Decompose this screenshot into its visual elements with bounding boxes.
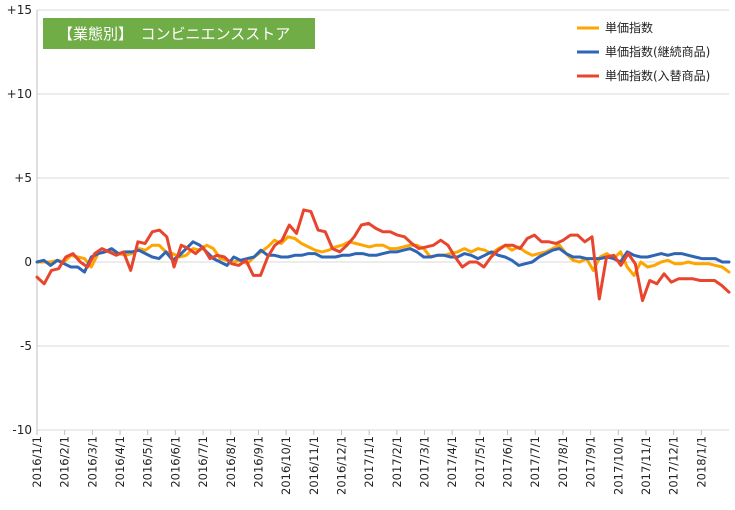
x-tick-label: 2017/2/1 (390, 436, 404, 488)
y-tick-label: +5 (14, 171, 32, 185)
series-line-2 (35, 240, 731, 274)
x-tick-label: 2016/3/1 (85, 436, 99, 488)
x-axis-ticks: 2016/1/1 2016/2/1 2016/3/1 2016/4/1 2016/5/1… (30, 430, 708, 495)
y-tick-label: +10 (7, 87, 32, 101)
chart-title: 【業態別】 コンビニエンスストア (58, 25, 290, 43)
y-axis-ticks: -10 -5 0 +5 +10 +15 (7, 3, 32, 437)
x-tick-label: 2016/1/1 (30, 436, 44, 488)
series-lines (35, 208, 731, 303)
x-tick-label: 2017/11/1 (639, 436, 653, 495)
x-tick-label: 2017/4/1 (445, 436, 459, 488)
x-tick-label: 2016/9/1 (251, 436, 265, 488)
x-tick-label: 2017/9/1 (584, 436, 598, 488)
legend-label: 単価指数(入替商品) (605, 68, 710, 83)
y-tick-label: +15 (7, 3, 32, 17)
x-tick-label: 2016/5/1 (141, 436, 155, 488)
chart-title-box: 【業態別】 コンビニエンスストア (43, 18, 315, 49)
x-tick-label: 2016/12/1 (334, 436, 348, 495)
x-tick-label: 2017/8/1 (556, 436, 570, 488)
x-tick-label: 2016/11/1 (307, 436, 321, 495)
y-tick-label: 0 (24, 255, 32, 269)
x-tick-label: 2017/7/1 (528, 436, 542, 488)
legend-label: 単価指数 (605, 20, 653, 35)
gridlines (36, 9, 729, 431)
x-tick-label: 2016/7/1 (196, 436, 210, 488)
x-tick-label: 2016/10/1 (279, 436, 293, 495)
x-tick-label: 2017/5/1 (473, 436, 487, 488)
y-tick-label: -5 (20, 339, 32, 353)
x-tick-label: 2016/8/1 (224, 436, 238, 488)
chart-title-background (43, 18, 315, 49)
series-line-3 (35, 208, 731, 303)
x-tick-label: 2016/4/1 (113, 436, 127, 488)
x-tick-label: 2017/3/1 (418, 436, 432, 488)
x-tick-label: 2017/12/1 (667, 436, 681, 495)
x-tick-label: 2016/6/1 (168, 436, 182, 488)
x-tick-label: 2018/1/1 (694, 436, 708, 488)
x-tick-label: 2016/2/1 (58, 436, 72, 488)
x-tick-label: 2017/1/1 (362, 436, 376, 488)
x-tick-label: 2017/6/1 (501, 436, 515, 488)
x-tick-label: 2017/10/1 (611, 436, 625, 495)
legend-label: 単価指数(継続商品) (605, 44, 710, 59)
y-tick-label: -10 (12, 423, 32, 437)
